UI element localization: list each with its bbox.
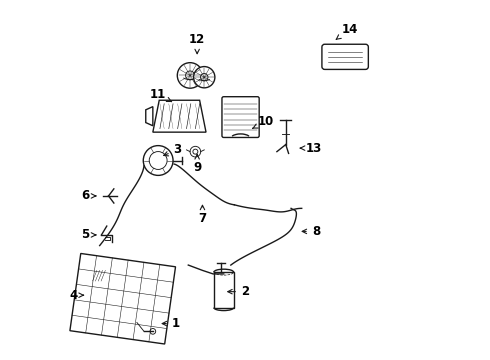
Text: 13: 13 — [300, 141, 322, 154]
Text: 10: 10 — [253, 115, 274, 128]
Text: 7: 7 — [198, 205, 206, 225]
Text: 12: 12 — [189, 33, 205, 54]
Text: 4: 4 — [69, 289, 83, 302]
Circle shape — [150, 329, 156, 334]
Circle shape — [177, 63, 203, 88]
Text: 11: 11 — [150, 89, 172, 102]
Text: 6: 6 — [81, 189, 96, 202]
Bar — [214, 272, 234, 307]
Circle shape — [194, 67, 215, 88]
Text: 2: 2 — [228, 285, 249, 298]
Circle shape — [143, 145, 173, 175]
Text: 14: 14 — [336, 23, 358, 40]
Text: 8: 8 — [302, 225, 320, 238]
Text: 3: 3 — [164, 143, 182, 156]
Circle shape — [190, 146, 201, 157]
Text: 5: 5 — [81, 229, 96, 242]
Text: 1: 1 — [162, 317, 180, 330]
Text: 9: 9 — [193, 155, 201, 174]
